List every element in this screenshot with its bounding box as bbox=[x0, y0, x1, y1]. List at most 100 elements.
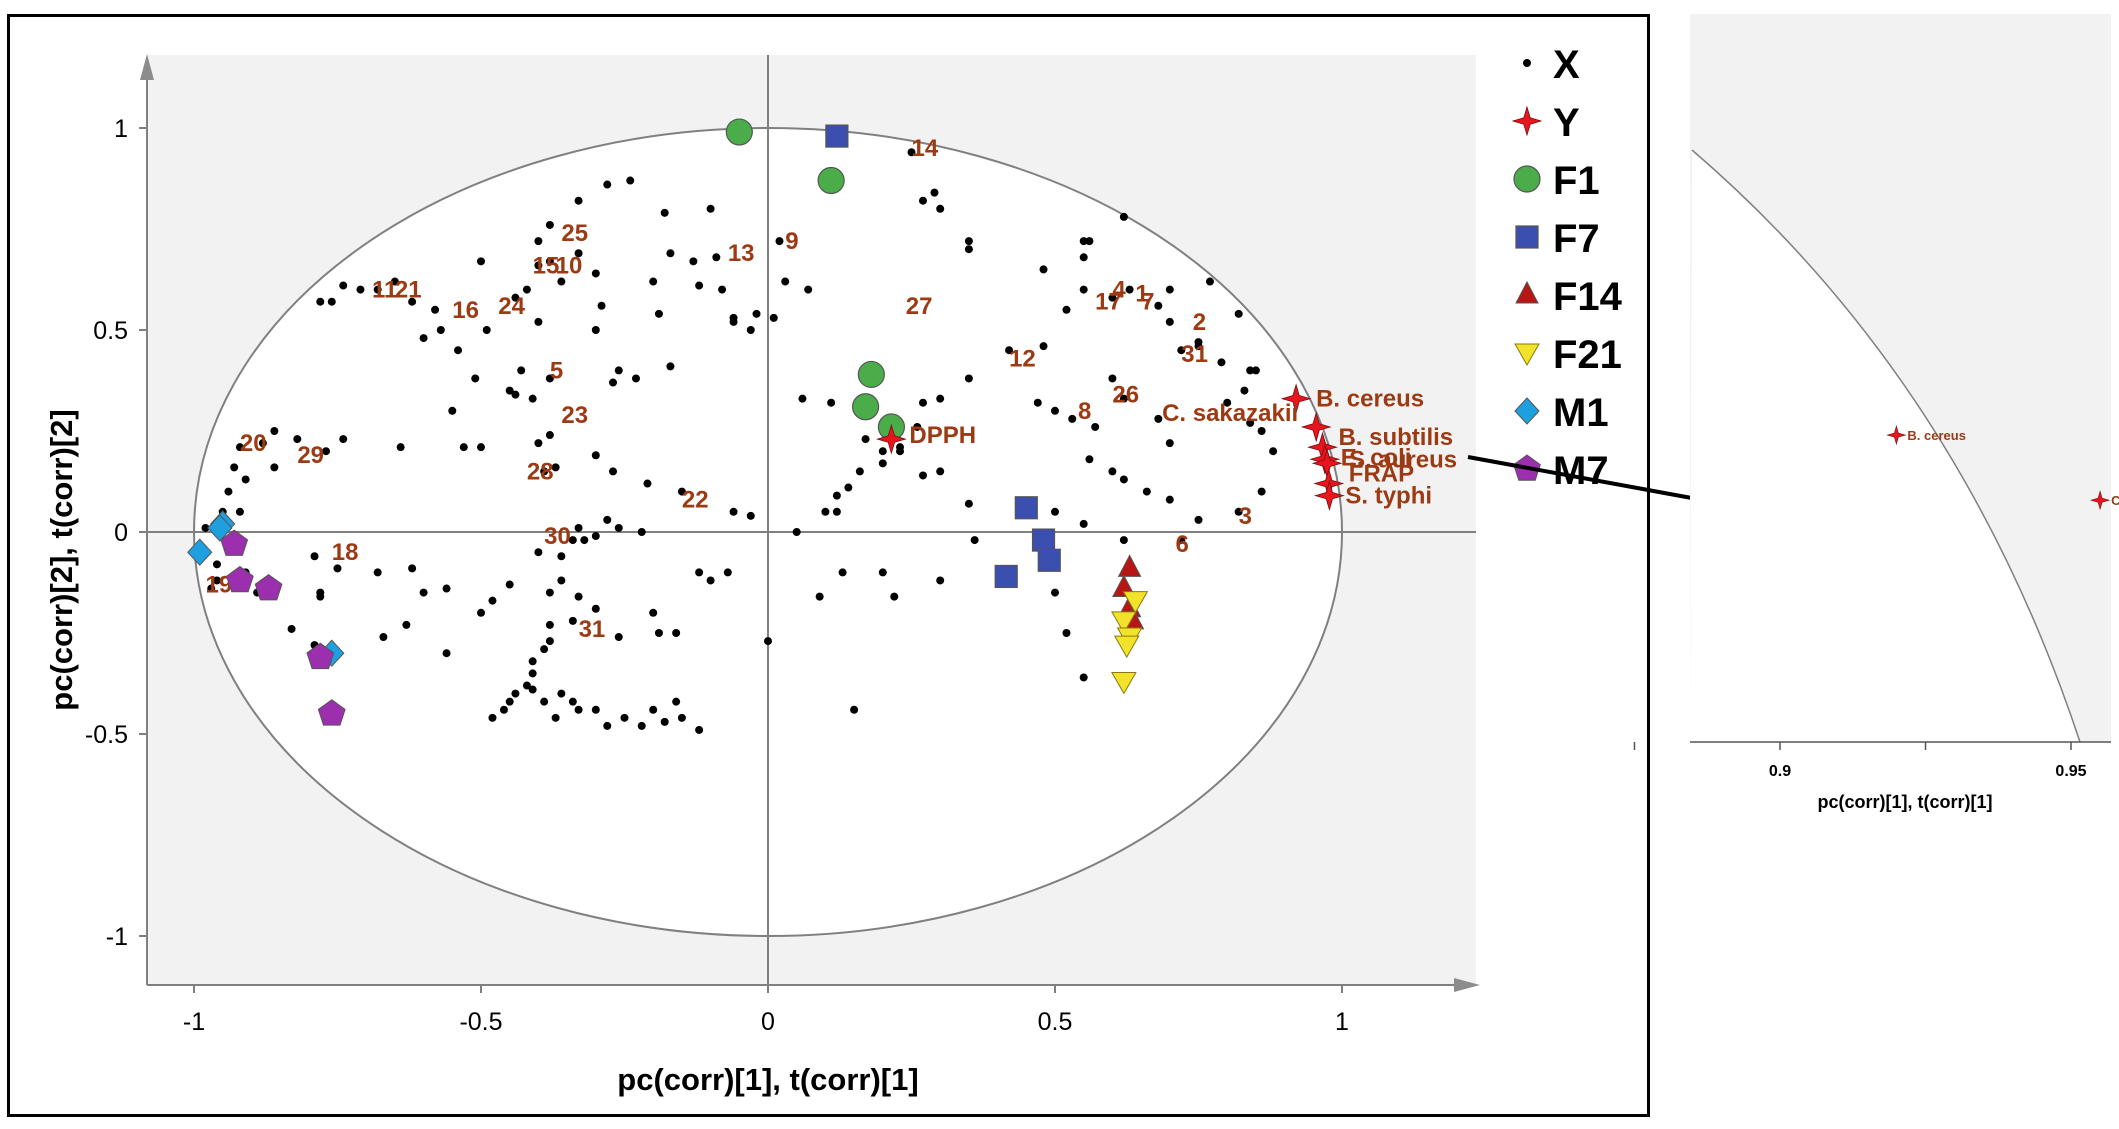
x-variable-point bbox=[402, 620, 411, 629]
x-variable-point bbox=[1234, 309, 1243, 318]
x-tick-label: 0.5 bbox=[1038, 1008, 1073, 1036]
x-variable-point bbox=[373, 568, 382, 577]
x-variable-point bbox=[591, 604, 600, 613]
x-variable-point bbox=[1051, 588, 1059, 597]
x-variable-point bbox=[534, 548, 543, 557]
f1-point bbox=[851, 393, 880, 421]
x-variable-point bbox=[1119, 212, 1128, 221]
x-variable-point bbox=[1217, 358, 1226, 367]
x-variable-point bbox=[1108, 293, 1117, 302]
x-variable-point bbox=[511, 689, 520, 698]
variable-label: 20 bbox=[240, 430, 267, 457]
variable-label: 13 bbox=[728, 240, 755, 267]
x-variable-point bbox=[1039, 342, 1048, 351]
x-variable-point bbox=[551, 463, 560, 472]
x-variable-point bbox=[396, 443, 405, 452]
variable-label: 29 bbox=[297, 442, 324, 469]
x-variable-point bbox=[781, 277, 790, 286]
x-variable-point bbox=[1154, 301, 1163, 310]
variable-label: 26 bbox=[1112, 382, 1139, 409]
inset-point-label: B. cereus bbox=[1907, 428, 1966, 443]
x-variable-point bbox=[689, 257, 698, 266]
x-variable-point bbox=[1165, 439, 1174, 448]
x-variable-point bbox=[333, 564, 342, 573]
x-variable-point bbox=[1051, 406, 1059, 415]
legend-label-m7: M7 bbox=[1553, 449, 1609, 493]
x-variable-point bbox=[339, 435, 348, 444]
x-variable-point bbox=[775, 237, 784, 246]
y-axis-ticks: 1 0.5 0 -0.5 -1 bbox=[85, 115, 147, 951]
x-variable-point bbox=[764, 637, 772, 646]
f21-point bbox=[1111, 611, 1137, 634]
variable-label: 1 bbox=[1135, 281, 1148, 308]
x-variable-point bbox=[224, 487, 233, 496]
x-variable-point bbox=[316, 588, 325, 597]
x-variable-point bbox=[936, 204, 945, 213]
y-tick-label: -1 bbox=[106, 923, 128, 951]
x-variable-point bbox=[597, 301, 606, 310]
x-variable-point bbox=[448, 406, 457, 415]
x-variable-point bbox=[729, 507, 738, 516]
legend-label-f21: F21 bbox=[1553, 333, 1622, 377]
f7-point bbox=[994, 564, 1018, 589]
x-variable-point bbox=[477, 257, 485, 266]
inset-ellipse-edge bbox=[1691, 149, 2081, 743]
x-variable-point bbox=[327, 297, 336, 306]
y-axis-arrow-icon bbox=[140, 54, 154, 80]
x-variable-point bbox=[609, 467, 618, 476]
x-variable-point bbox=[568, 697, 577, 706]
x-axis-ticks: -1 -0.5 0 0.5 1 bbox=[183, 985, 1349, 1036]
variable-label: 12 bbox=[1009, 345, 1036, 372]
legend-marker-f1 bbox=[1513, 165, 1541, 193]
x-variable-point bbox=[293, 435, 302, 444]
sample-groups bbox=[187, 118, 1149, 726]
x-variable-point bbox=[654, 629, 663, 637]
x-variable-point bbox=[729, 317, 738, 326]
x-tick-label: -0.5 bbox=[459, 1008, 502, 1036]
x-variable-point bbox=[1085, 237, 1094, 246]
x-variable-point bbox=[603, 721, 612, 730]
x-variable-point bbox=[390, 277, 399, 286]
variable-label: 6 bbox=[1176, 531, 1189, 558]
y-variable-label: FRAP bbox=[1349, 461, 1414, 488]
x-variable-point bbox=[1125, 285, 1134, 294]
x-variable-point bbox=[1142, 487, 1151, 496]
x-axis-arrow-icon bbox=[1454, 978, 1480, 992]
legend-marker-f7 bbox=[1515, 225, 1539, 249]
x-variable-point bbox=[827, 398, 836, 407]
x-variable-point bbox=[511, 293, 520, 302]
x-variable-point bbox=[964, 499, 973, 508]
x-tick-label: 0 bbox=[761, 1008, 775, 1036]
x-variable-point bbox=[964, 374, 973, 383]
variable-label: 31 bbox=[1181, 341, 1208, 368]
variable-label: 22 bbox=[682, 487, 709, 514]
y-tick-label: -0.5 bbox=[85, 721, 128, 749]
y-variable-star bbox=[1300, 411, 1332, 443]
x-variable-point bbox=[270, 463, 279, 472]
legend-label-f7: F7 bbox=[1553, 217, 1600, 261]
x-variable-point bbox=[1240, 386, 1249, 395]
x-variable-point bbox=[557, 277, 566, 286]
x-variable-point bbox=[706, 576, 715, 585]
x-variable-point bbox=[964, 245, 973, 254]
x-variable-point bbox=[557, 552, 566, 561]
x-variable-point bbox=[1165, 495, 1174, 504]
variable-label: 3 bbox=[1239, 503, 1252, 530]
x-variable-point bbox=[1119, 394, 1128, 403]
x-variable-point bbox=[677, 713, 686, 722]
inset-star bbox=[1886, 425, 1907, 446]
x-variable-point bbox=[649, 705, 658, 714]
m1-point bbox=[207, 514, 233, 542]
legend-marker-f14 bbox=[1515, 280, 1539, 304]
x-variable-point bbox=[936, 576, 945, 585]
legend-label-m1: M1 bbox=[1553, 391, 1609, 435]
inset-star bbox=[2090, 490, 2111, 511]
x-variable-point bbox=[1177, 346, 1186, 355]
legend-label-f14: F14 bbox=[1553, 275, 1623, 319]
x-variable-point bbox=[568, 616, 577, 625]
x-variable-point bbox=[1234, 507, 1243, 516]
x-variable-point bbox=[666, 249, 675, 258]
variable-label: 10 bbox=[556, 252, 583, 279]
x-variable-point bbox=[287, 624, 296, 633]
x-variable-point bbox=[1079, 237, 1088, 246]
